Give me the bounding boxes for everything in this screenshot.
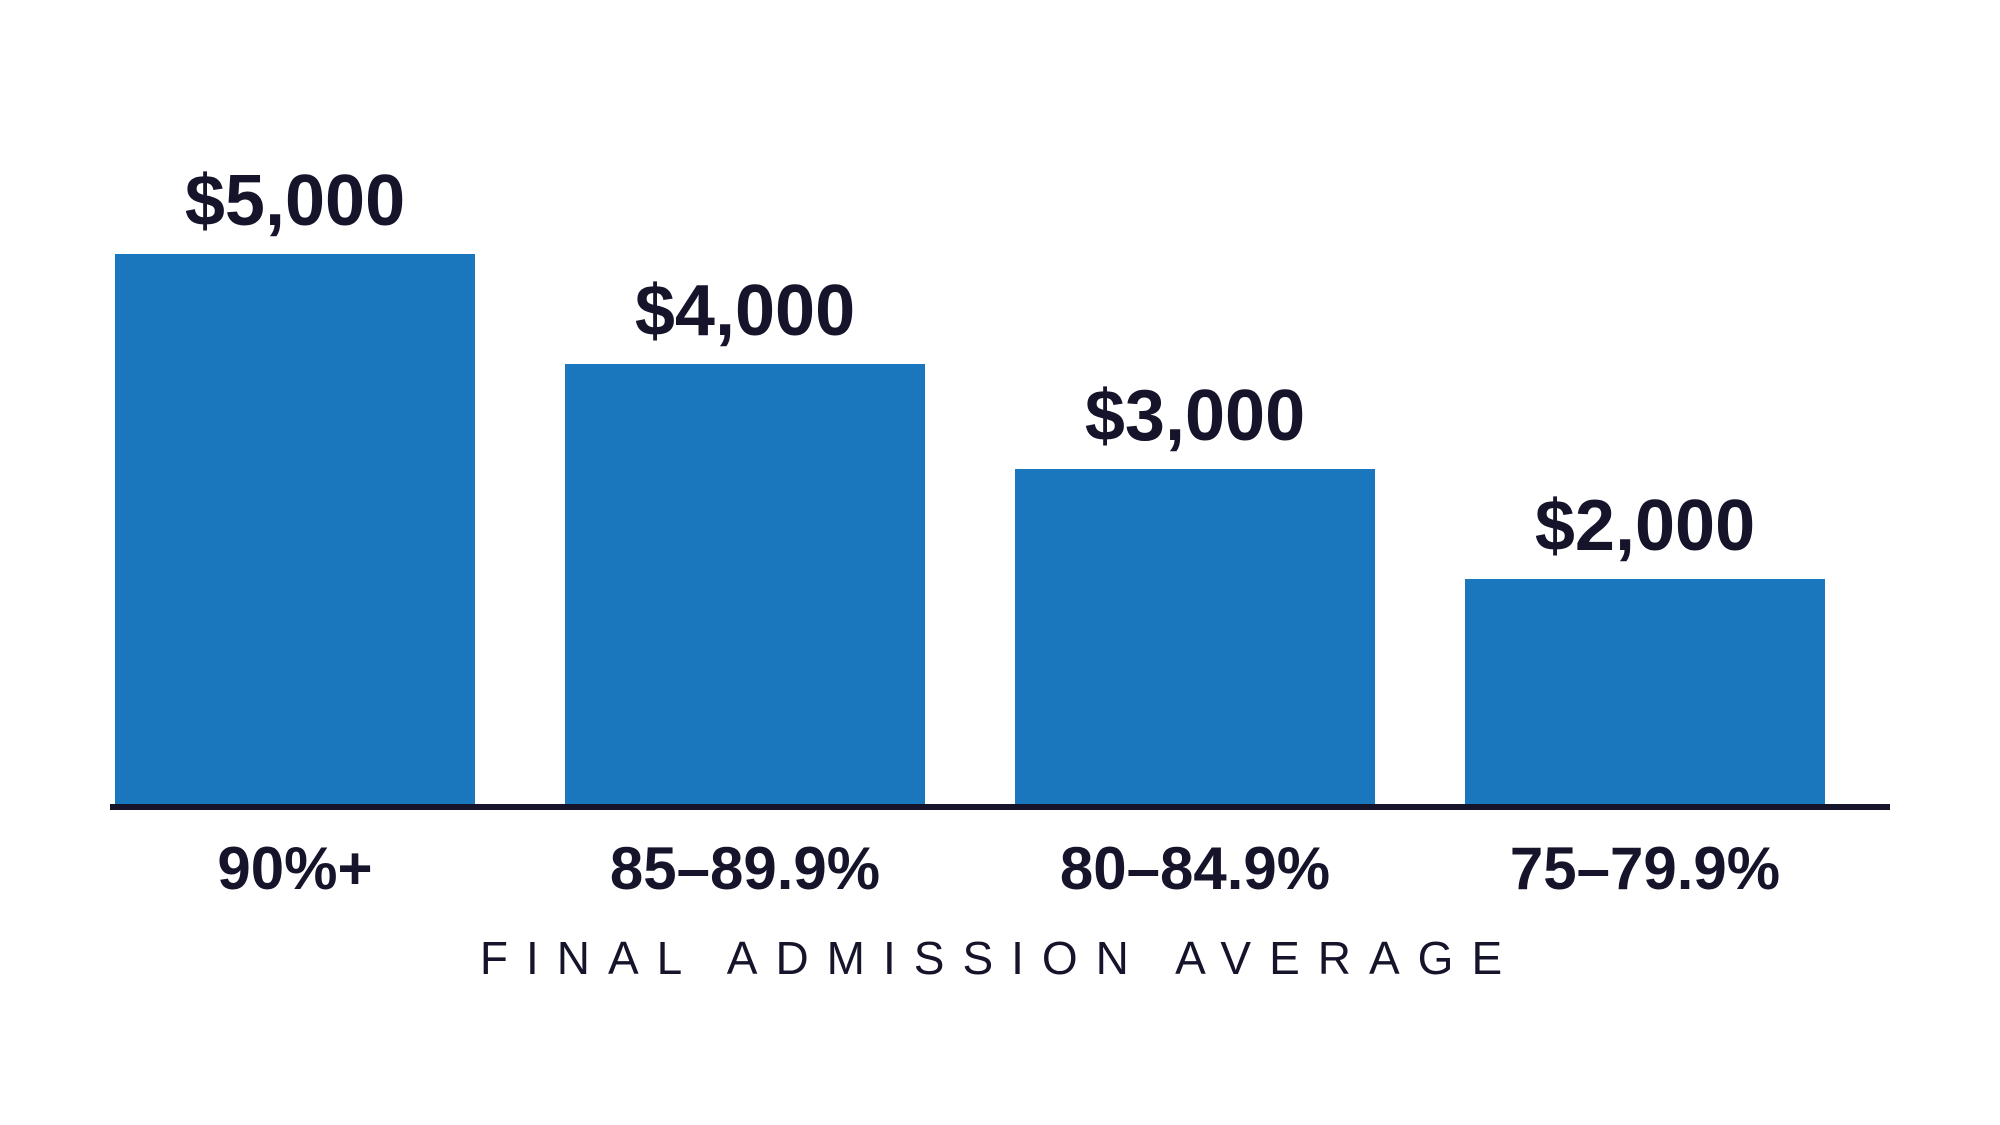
category-labels: 90%+ 85–89.9% 80–84.9% 75–79.9% xyxy=(110,834,1890,903)
bar-group-3: $3,000 xyxy=(1015,375,1375,804)
category-label-3: 80–84.9% xyxy=(1015,834,1375,903)
scholarship-bar-chart: $5,000 $4,000 $3,000 $2,000 90%+ 85–89.9… xyxy=(110,130,1890,985)
bar-group-2: $4,000 xyxy=(565,270,925,804)
bars-area: $5,000 $4,000 $3,000 $2,000 xyxy=(110,130,1890,810)
bar-group-1: $5,000 xyxy=(115,160,475,804)
bar-4 xyxy=(1465,579,1825,804)
value-label-4: $2,000 xyxy=(1535,485,1755,567)
bar-1 xyxy=(115,254,475,804)
bar-group-4: $2,000 xyxy=(1465,485,1825,804)
bar-3 xyxy=(1015,469,1375,804)
value-label-3: $3,000 xyxy=(1085,375,1305,457)
category-label-1: 90%+ xyxy=(115,834,475,903)
value-label-2: $4,000 xyxy=(635,270,855,352)
bar-2 xyxy=(565,364,925,804)
category-label-2: 85–89.9% xyxy=(565,834,925,903)
x-axis-title: FINAL ADMISSION AVERAGE xyxy=(110,931,1890,985)
category-label-4: 75–79.9% xyxy=(1465,834,1825,903)
value-label-1: $5,000 xyxy=(185,160,405,242)
